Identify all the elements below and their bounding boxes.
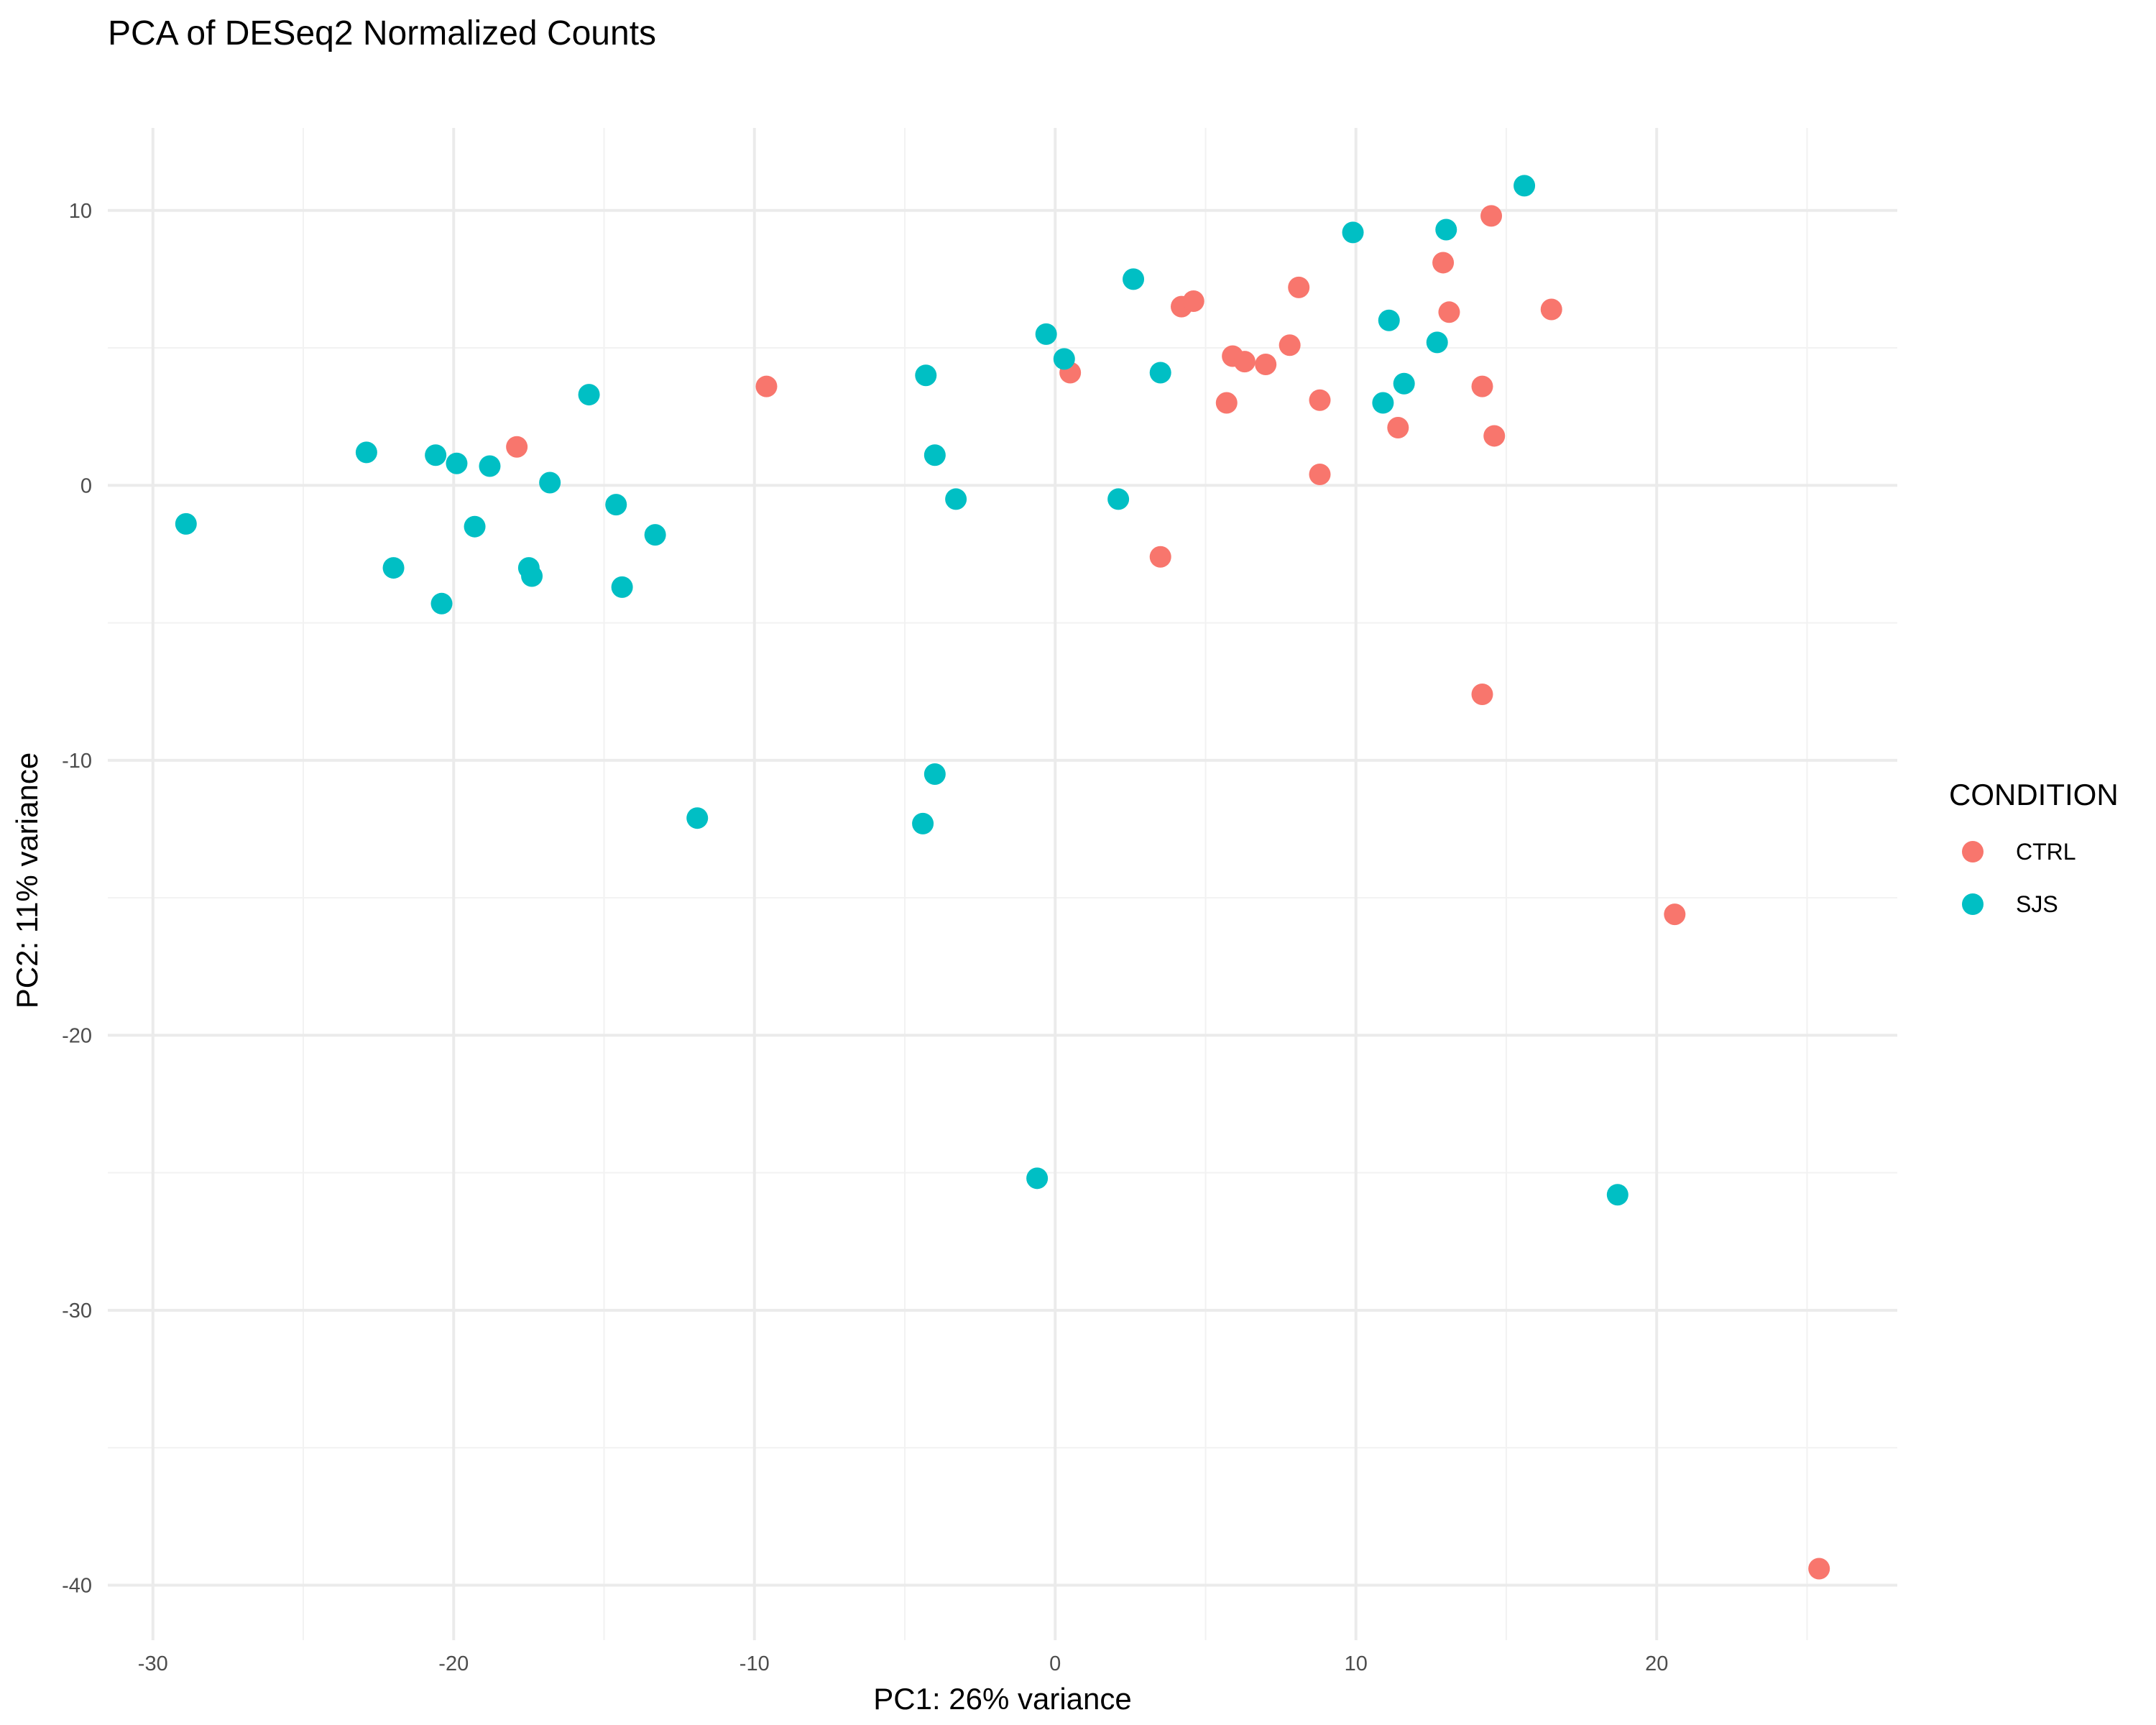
point-sjs bbox=[446, 452, 468, 474]
point-sjs bbox=[611, 576, 633, 598]
minor-grid bbox=[108, 128, 1897, 1640]
point-sjs bbox=[1107, 488, 1130, 510]
legend: CONDITION CTRL SJS bbox=[1949, 778, 2119, 917]
point-sjs bbox=[175, 512, 197, 535]
y-tick-label: 0 bbox=[80, 474, 92, 497]
point-sjs bbox=[479, 455, 501, 477]
point-sjs bbox=[539, 472, 561, 494]
point-ctrl bbox=[1480, 205, 1503, 227]
point-ctrl bbox=[1233, 351, 1256, 373]
point-ctrl bbox=[1432, 252, 1455, 274]
point-sjs bbox=[923, 444, 946, 466]
legend-title: CONDITION bbox=[1949, 778, 2119, 811]
point-ctrl bbox=[755, 375, 778, 397]
legend-key-ctrl bbox=[1962, 841, 1984, 862]
y-tick-label: -10 bbox=[62, 750, 92, 773]
point-sjs bbox=[1514, 175, 1536, 197]
point-ctrl bbox=[1808, 1558, 1830, 1580]
point-sjs bbox=[1342, 221, 1364, 244]
y-tick-label: -40 bbox=[62, 1574, 92, 1597]
point-sjs bbox=[1372, 392, 1394, 414]
point-sjs bbox=[1378, 309, 1400, 331]
point-ctrl bbox=[1309, 389, 1331, 411]
point-sjs bbox=[1426, 331, 1448, 354]
point-ctrl bbox=[1149, 546, 1171, 568]
x-tick-label: 20 bbox=[1645, 1652, 1668, 1675]
point-sjs bbox=[578, 384, 600, 406]
point-sjs bbox=[430, 592, 453, 615]
point-sjs bbox=[1606, 1184, 1628, 1206]
point-sjs bbox=[382, 557, 405, 579]
point-sjs bbox=[912, 812, 934, 834]
point-sjs bbox=[1053, 348, 1075, 370]
point-ctrl bbox=[1288, 276, 1310, 298]
point-sjs bbox=[1149, 362, 1171, 384]
x-tick-label: 10 bbox=[1345, 1652, 1368, 1675]
point-ctrl bbox=[1279, 334, 1301, 356]
point-ctrl bbox=[1387, 416, 1409, 438]
point-ctrl bbox=[1255, 353, 1277, 375]
x-tick-label: 0 bbox=[1049, 1652, 1061, 1675]
y-tick-label: -30 bbox=[62, 1300, 92, 1322]
chart-title: PCA of DESeq2 Normalized Counts bbox=[108, 14, 656, 52]
legend-label-ctrl: CTRL bbox=[2016, 839, 2076, 865]
point-sjs bbox=[425, 444, 447, 466]
y-axis-ticks: -40 -30 -20 -10 0 10 bbox=[62, 200, 92, 1598]
x-tick-label: -30 bbox=[138, 1652, 168, 1675]
y-tick-label: 10 bbox=[69, 200, 92, 223]
x-axis-title: PC1: 26% variance bbox=[873, 1682, 1132, 1716]
point-ctrl bbox=[1438, 301, 1460, 323]
point-ctrl bbox=[1471, 375, 1493, 397]
point-sjs bbox=[1393, 372, 1415, 395]
point-sjs bbox=[686, 807, 709, 829]
point-sjs bbox=[521, 565, 543, 587]
x-axis-ticks: -30 -20 -10 0 10 20 bbox=[138, 1652, 1669, 1675]
point-ctrl bbox=[1471, 684, 1493, 706]
x-tick-label: -20 bbox=[438, 1652, 469, 1675]
point-ctrl bbox=[1664, 903, 1686, 926]
x-tick-label: -10 bbox=[740, 1652, 770, 1675]
point-sjs bbox=[1026, 1167, 1049, 1190]
point-ctrl bbox=[1215, 392, 1238, 414]
legend-key-sjs bbox=[1962, 893, 1984, 915]
point-sjs bbox=[644, 524, 666, 546]
y-tick-label: -20 bbox=[62, 1024, 92, 1047]
point-ctrl bbox=[1540, 298, 1562, 321]
point-ctrl bbox=[1483, 425, 1506, 447]
point-ctrl bbox=[1309, 464, 1331, 486]
point-sjs bbox=[1435, 218, 1457, 241]
data-points bbox=[175, 175, 1830, 1580]
y-axis-title: PC2: 11% variance bbox=[10, 753, 44, 1008]
point-sjs bbox=[1035, 323, 1057, 345]
point-sjs bbox=[945, 488, 967, 510]
point-sjs bbox=[1123, 268, 1145, 290]
point-sjs bbox=[355, 441, 377, 464]
legend-label-sjs: SJS bbox=[2016, 891, 2058, 917]
point-sjs bbox=[923, 763, 946, 785]
point-sjs bbox=[915, 364, 937, 387]
point-ctrl bbox=[1182, 290, 1204, 313]
point-sjs bbox=[464, 515, 486, 538]
major-grid bbox=[108, 128, 1897, 1640]
point-sjs bbox=[605, 494, 627, 516]
legend-items: CTRL SJS bbox=[1962, 839, 2076, 917]
point-ctrl bbox=[506, 436, 528, 458]
